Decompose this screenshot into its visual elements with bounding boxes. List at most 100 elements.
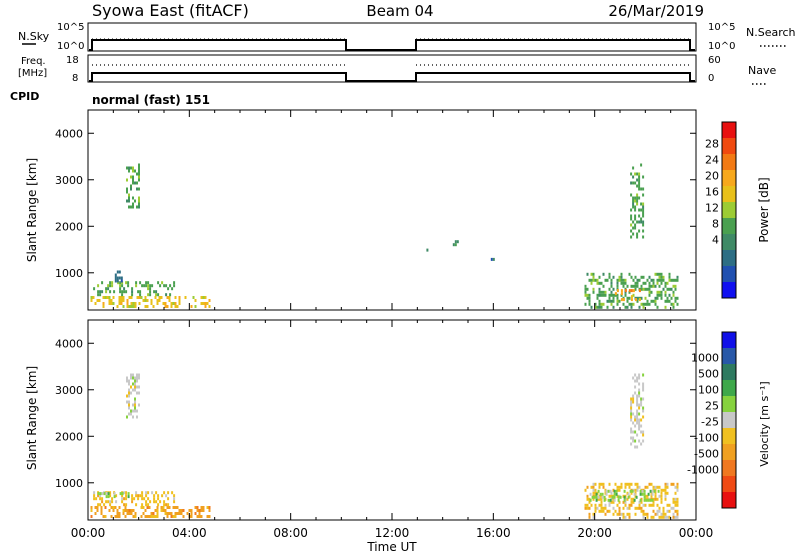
echo-cell: [632, 220, 635, 224]
freq-tick-bottom: 8: [72, 73, 78, 84]
colorbar-tick-label: -100: [694, 432, 719, 445]
echo-cell: [616, 284, 619, 288]
echo-cell: [156, 509, 159, 512]
echo-cell: [588, 515, 591, 519]
echo-cell: [104, 506, 107, 509]
echo-cell: [674, 296, 677, 300]
echo-cell: [624, 289, 627, 293]
y-tick-label: 4000: [55, 337, 83, 350]
echo-cell: [602, 284, 605, 288]
echo-cell: [156, 512, 159, 515]
echo-cell: [640, 506, 643, 510]
echo-region: [126, 163, 140, 209]
colorbar-tick-label: -25: [701, 416, 719, 429]
echo-cell: [123, 503, 126, 507]
echo-cell: [632, 376, 635, 380]
sky-tick-bottom: 10^0: [57, 41, 84, 52]
echo-cell: [632, 226, 635, 230]
echo-cell: [613, 498, 616, 502]
echo-cell: [642, 388, 645, 392]
echo-cell: [642, 287, 645, 291]
echo-cell: [644, 287, 647, 291]
echo-cell: [198, 509, 201, 512]
echo-cell: [650, 491, 653, 495]
echo-region: [93, 281, 176, 297]
echo-cell: [118, 270, 121, 274]
echo-cell: [630, 193, 633, 197]
echo-cell: [638, 406, 641, 410]
echo-cell: [632, 205, 635, 209]
echo-cell: [604, 290, 607, 294]
echo-cell: [656, 512, 659, 516]
echo-cell: [588, 293, 591, 297]
echo-cell: [206, 506, 209, 509]
echo-cell: [202, 506, 205, 509]
echo-cell: [136, 187, 138, 191]
echo-cell: [632, 232, 635, 236]
echo-cell: [145, 491, 148, 495]
echo-cell: [138, 403, 140, 407]
echo-cell: [426, 248, 429, 252]
echo-cell: [153, 497, 156, 501]
echo-cell: [614, 293, 617, 297]
echo-cell: [638, 394, 641, 398]
echo-cell: [616, 302, 619, 306]
y-tick-label: 3000: [55, 174, 83, 187]
echo-cell: [634, 275, 637, 279]
echo-cell: [172, 302, 175, 305]
echo-cell: [600, 497, 603, 501]
echo-cell: [156, 299, 159, 302]
echo-cell: [102, 305, 105, 308]
echo-cell: [608, 287, 611, 291]
colorbar-segment: [722, 154, 736, 171]
echo-cell: [630, 412, 633, 416]
echo-cell: [147, 287, 150, 291]
echo-cell: [594, 491, 597, 495]
echo-cell: [594, 302, 597, 306]
echo-cell: [638, 485, 641, 489]
echo-cell: [586, 497, 589, 501]
echo-cell: [612, 305, 615, 309]
echo-cell: [105, 500, 108, 504]
echo-cell: [138, 175, 140, 179]
echo-cell: [592, 491, 595, 495]
echo-cell: [598, 302, 601, 306]
echo-cell: [634, 494, 637, 498]
echo-cell: [164, 305, 167, 308]
echo-cell: [608, 509, 611, 513]
echo-cell: [130, 409, 132, 413]
echo-cell: [608, 500, 611, 504]
echo-cell: [186, 512, 189, 515]
echo-cell: [136, 376, 138, 380]
echo-cell: [660, 293, 663, 297]
echo-cell: [640, 397, 643, 401]
echo-cell: [148, 515, 151, 518]
echo-cell: [664, 494, 667, 498]
freq-trace: [89, 72, 695, 82]
echo-cell: [646, 512, 649, 516]
echo-cell: [632, 412, 635, 416]
echo-cell: [629, 489, 632, 493]
echo-cell: [169, 293, 172, 297]
echo-cell: [208, 305, 211, 308]
echo-cell: [132, 388, 134, 392]
echo-cell: [610, 491, 613, 495]
echo-cell: [124, 515, 127, 518]
echo-cell: [634, 181, 637, 185]
echo-cell: [127, 495, 130, 499]
echo-cell: [96, 509, 99, 512]
echo-cell: [672, 290, 675, 294]
echo-cell: [155, 293, 158, 297]
echo-cell: [586, 485, 589, 489]
echo-cell: [607, 489, 610, 493]
echo-cell: [138, 205, 140, 209]
echo-cell: [103, 492, 106, 496]
echo-cell: [632, 196, 635, 200]
echo-cell: [99, 290, 102, 294]
echo-cell: [642, 211, 645, 215]
echo-cell: [128, 391, 130, 395]
echo-cell: [149, 290, 152, 294]
echo-cell: [134, 512, 137, 515]
echo-cell: [490, 257, 493, 261]
echo-cell: [598, 497, 601, 501]
